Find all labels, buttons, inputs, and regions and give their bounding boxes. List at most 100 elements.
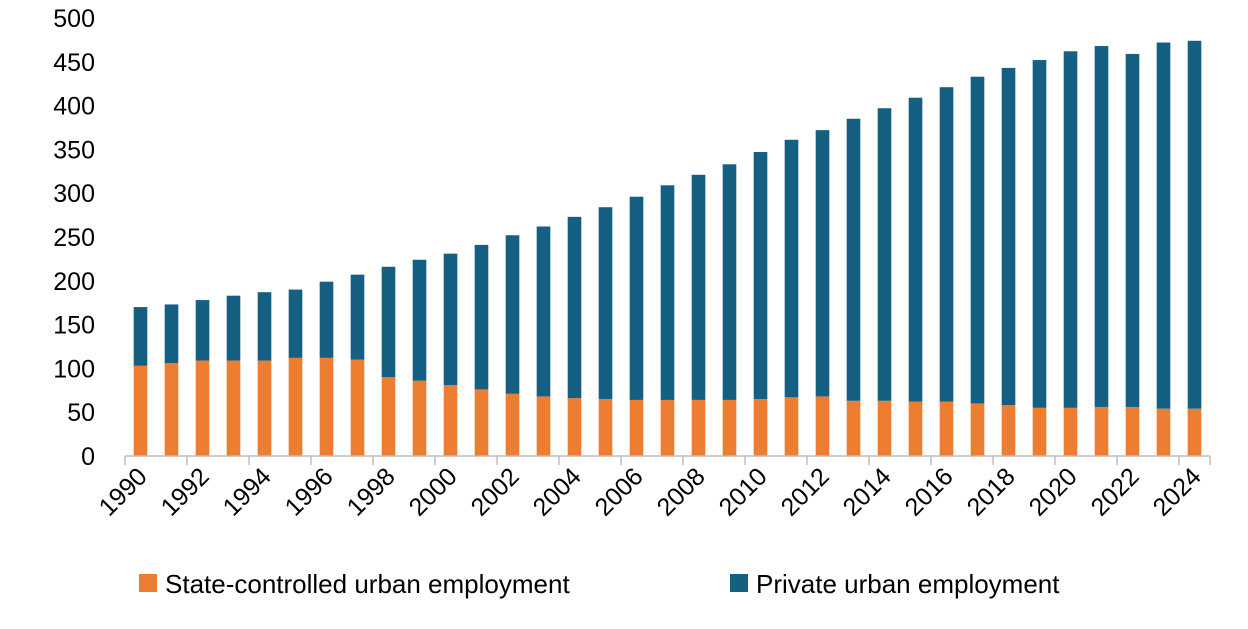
bar-state-2005 [598, 399, 613, 456]
bar-state-2003 [536, 396, 551, 456]
bar-private-2020 [1063, 51, 1078, 408]
bar-private-2017 [970, 76, 985, 404]
x-tick-label: 2004 [528, 462, 587, 521]
bar-state-2008 [691, 399, 706, 456]
legend-swatch-private [730, 574, 748, 592]
bar-state-1991 [164, 363, 179, 456]
y-tick-label: 0 [81, 443, 95, 471]
x-tick-label: 2024 [1148, 462, 1207, 521]
y-tick-label: 250 [53, 224, 95, 252]
x-tick-label: 2020 [1024, 462, 1083, 521]
bar-state-2023 [1156, 408, 1171, 456]
x-tick-label: 2008 [652, 462, 711, 521]
bar-state-1995 [288, 357, 303, 456]
bar-state-1997 [350, 359, 365, 456]
bar-state-1996 [319, 357, 334, 456]
bar-private-2024 [1187, 40, 1202, 409]
bar-state-2022 [1125, 406, 1140, 456]
bar-state-2012 [815, 396, 830, 456]
y-tick-label: 350 [53, 136, 95, 164]
bar-state-1990 [133, 365, 148, 456]
y-tick-label: 100 [53, 355, 95, 383]
bar-state-2000 [443, 385, 458, 456]
y-tick-label: 500 [53, 5, 95, 33]
bar-private-2012 [815, 130, 830, 397]
bar-state-2007 [660, 399, 675, 456]
y-tick-label: 300 [53, 180, 95, 208]
bar-private-2003 [536, 226, 551, 397]
bar-state-2017 [970, 403, 985, 456]
bar-private-1999 [412, 259, 427, 381]
bar-state-2021 [1094, 406, 1109, 456]
bar-private-1991 [164, 304, 179, 364]
x-tick-label: 2006 [590, 462, 649, 521]
legend-label-state: State-controlled urban employment [165, 569, 570, 599]
bar-private-2015 [908, 97, 923, 402]
bar-state-2024 [1187, 408, 1202, 456]
bar-state-2011 [784, 397, 799, 456]
y-tick-label: 400 [53, 93, 95, 121]
bar-private-2011 [784, 139, 799, 398]
bar-private-2001 [474, 244, 489, 390]
bar-state-2002 [505, 393, 520, 456]
bar-state-2020 [1063, 407, 1078, 456]
bar-private-2002 [505, 235, 520, 394]
bar-private-2023 [1156, 42, 1171, 409]
x-tick-label: 2002 [466, 462, 525, 521]
x-tick-label: 2014 [838, 462, 897, 521]
bar-private-1998 [381, 266, 396, 378]
x-tick-label: 1994 [218, 462, 277, 521]
bars [133, 40, 1202, 456]
bar-state-2006 [629, 399, 644, 456]
legend: State-controlled urban employment Privat… [139, 569, 1060, 599]
bar-private-1990 [133, 307, 148, 366]
bar-state-2013 [846, 400, 861, 456]
x-tick-label: 2018 [962, 462, 1021, 521]
bar-state-2004 [567, 398, 582, 456]
bar-private-2022 [1125, 53, 1140, 407]
x-tick-label: 1992 [156, 462, 215, 521]
bar-state-2019 [1032, 407, 1047, 456]
bar-private-2019 [1032, 60, 1047, 408]
bar-state-1998 [381, 377, 396, 456]
legend-swatch-state [139, 574, 157, 592]
bar-state-2015 [908, 401, 923, 456]
y-tick-label: 50 [67, 399, 95, 427]
bar-state-1999 [412, 380, 427, 456]
x-tick-label: 2022 [1086, 462, 1145, 521]
y-tick-label: 450 [53, 49, 95, 77]
bar-private-1996 [319, 281, 334, 358]
x-tick-label: 1990 [94, 462, 153, 521]
bar-private-2007 [660, 185, 675, 400]
x-tick-label: 2016 [900, 462, 959, 521]
bar-private-1995 [288, 289, 303, 358]
bar-state-1992 [195, 360, 210, 456]
bar-private-2005 [598, 207, 613, 400]
bar-private-2010 [753, 152, 768, 400]
bar-private-1992 [195, 300, 210, 361]
x-axis: 1990 1992 1994 1996 1998 2000 2002 2004 2006 2008… [94, 456, 1211, 522]
y-tick-label: 200 [53, 268, 95, 296]
bar-private-1997 [350, 274, 365, 360]
bar-state-2018 [1001, 405, 1016, 456]
bar-private-2004 [567, 216, 582, 399]
y-axis: 0 50 100 150 200 250 300 350 400 450 500 [53, 5, 95, 471]
bar-private-2013 [846, 118, 861, 401]
bar-private-1993 [226, 295, 241, 361]
x-tick-label: 2012 [776, 462, 835, 521]
x-tick-label: 2010 [714, 462, 773, 521]
x-tick-label: 1998 [342, 462, 401, 521]
bar-state-2010 [753, 399, 768, 456]
bar-state-1994 [257, 360, 272, 456]
bar-private-2008 [691, 174, 706, 400]
y-tick-label: 150 [53, 312, 95, 340]
legend-label-private: Private urban employment [756, 569, 1060, 599]
bar-state-2016 [939, 401, 954, 456]
bar-state-2001 [474, 389, 489, 456]
bar-private-2014 [877, 108, 892, 401]
x-tick-label: 2000 [404, 462, 463, 521]
bar-private-1994 [257, 292, 272, 361]
bar-private-2016 [939, 87, 954, 402]
bar-state-2014 [877, 400, 892, 456]
